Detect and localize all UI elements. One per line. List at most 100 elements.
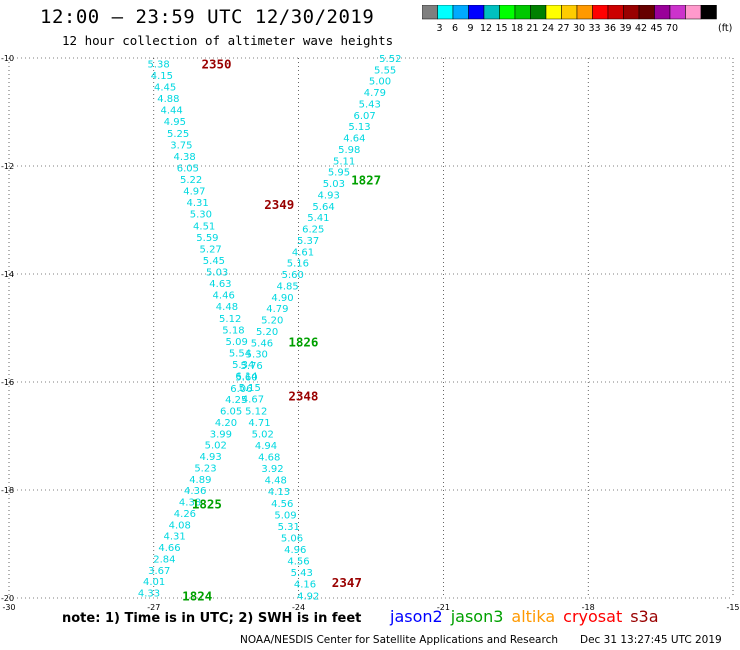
swh-value-s3a: 4.67	[242, 395, 264, 406]
swh-value-s3a: 5.54	[229, 348, 251, 359]
swh-value-s3a: 4.88	[157, 94, 179, 105]
swh-value-jason3: 4.08	[169, 520, 191, 531]
swh-value-jason3: 6.05	[220, 407, 242, 418]
swh-value-s3a: 5.03	[206, 268, 228, 279]
footer-credit: NOAA/NESDIS Center for Satellite Applica…	[240, 634, 558, 646]
colorbar-label: 6	[452, 23, 458, 34]
colorbar-label: 36	[604, 23, 616, 34]
x-tick-label: -27	[147, 603, 160, 612]
time-label: 1826	[288, 335, 318, 350]
time-label: 2347	[332, 575, 362, 590]
swh-value-jason3: 5.64	[312, 202, 334, 213]
legend-item-jason2: jason2	[390, 607, 443, 626]
swh-value-s3a: 5.06	[281, 533, 303, 544]
swh-value-s3a: 4.13	[268, 487, 290, 498]
swh-value-jason3: 5.41	[307, 213, 329, 224]
swh-value-jason3: 5.52	[379, 54, 401, 65]
swh-value-jason3: 5.23	[194, 463, 216, 474]
swh-value-jason3: 4.64	[343, 134, 365, 145]
x-tick-label: -15	[726, 603, 739, 612]
swh-value-s3a: 5.30	[190, 210, 212, 221]
swh-value-s3a: 5.25	[167, 129, 189, 140]
colorbar-label: 24	[542, 23, 554, 34]
chart-subtitle: 12 hour collection of altimeter wave hei…	[62, 33, 394, 48]
swh-value-jason3: 5.95	[328, 168, 350, 179]
y-tick-label: -10	[1, 54, 14, 63]
swh-value-jason3: 4.26	[174, 509, 196, 520]
time-label: 1825	[192, 497, 222, 512]
swh-value-jason3: 5.46	[251, 338, 273, 349]
swh-value-jason3: 5.55	[374, 65, 396, 76]
swh-value-s3a: 5.09	[274, 510, 296, 521]
swh-value-jason3: 4.93	[199, 452, 221, 463]
colorbar-label: 18	[511, 23, 523, 34]
swh-value-s3a: 3.75	[170, 140, 192, 151]
legend-item-altika: altika	[511, 607, 556, 626]
swh-value-s3a: 5.31	[278, 522, 300, 533]
colorbar-label: 45	[650, 23, 662, 34]
y-tick-label: -16	[1, 378, 14, 387]
swh-value-jason3: 6.25	[302, 225, 324, 236]
colorbar-label: 33	[588, 23, 600, 34]
chart-title: 12:00 – 23:59 UTC 12/30/2019	[40, 6, 375, 28]
time-label: 2349	[264, 197, 294, 212]
swh-value-s3a: 5.15	[239, 383, 261, 394]
colorbar-label: 12	[480, 23, 492, 34]
swh-value-s3a: 3.92	[261, 464, 283, 475]
swh-value-s3a: 4.44	[161, 106, 183, 117]
swh-value-s3a: 4.46	[213, 291, 235, 302]
colorbar-label: 3	[436, 23, 442, 34]
swh-value-jason3: 4.01	[143, 577, 165, 588]
colorbar-label: 21	[526, 23, 538, 34]
colorbar-label: 70	[666, 23, 678, 34]
colorbar-label: 30	[573, 23, 585, 34]
swh-value-jason3: 4.61	[292, 247, 314, 258]
swh-value-s3a: 5.45	[203, 256, 225, 267]
time-label: 1824	[182, 588, 212, 603]
swh-value-s3a: 4.16	[294, 580, 316, 591]
swh-value-s3a: 4.31	[187, 198, 209, 209]
swh-value-jason3: 5.02	[205, 441, 227, 452]
swh-value-s3a: 4.71	[248, 418, 270, 429]
swh-value-s3a: 4.68	[258, 453, 280, 464]
swh-value-s3a: 4.56	[271, 499, 293, 510]
x-tick-label: -30	[2, 603, 15, 612]
y-tick-label: -14	[1, 270, 14, 279]
swh-value-s3a: 4.96	[284, 545, 306, 556]
swh-value-jason3: 5.76	[241, 361, 263, 372]
time-label: 2348	[288, 389, 318, 404]
swh-value-jason3: 4.93	[318, 190, 340, 201]
swh-value-jason3: 5.60	[235, 372, 257, 383]
time-label: 1827	[351, 173, 381, 188]
swh-value-s3a: 5.27	[200, 244, 222, 255]
swh-value-jason3: 5.37	[297, 236, 319, 247]
y-tick-label: -18	[1, 486, 14, 495]
colorbar-label: 15	[495, 23, 507, 34]
swh-value-jason3: 3.99	[210, 429, 232, 440]
swh-value-s3a: 4.95	[164, 117, 186, 128]
swh-value-jason3: 4.89	[189, 475, 211, 486]
swh-value-s3a: 5.59	[196, 233, 218, 244]
footer-timestamp: Dec 31 13:27:45 UTC 2019	[580, 634, 722, 646]
x-tick-label: -21	[437, 603, 450, 612]
swh-value-jason3: 4.20	[215, 418, 237, 429]
swh-value-jason3: 4.38	[179, 498, 201, 509]
swh-value-s3a: 5.38	[147, 59, 169, 70]
swh-value-jason3: 5.43	[359, 99, 381, 110]
swh-value-jason3: 4.66	[158, 543, 180, 554]
swh-value-s3a: 4.15	[151, 71, 173, 82]
swh-value-jason3: 4.79	[364, 88, 386, 99]
swh-value-jason3: 5.60	[282, 270, 304, 281]
colorbar-label: 9	[467, 23, 473, 34]
swh-value-jason3: 5.20	[261, 316, 283, 327]
legend-item-s3a: s3a	[630, 607, 659, 626]
swh-value-s3a: 4.63	[209, 279, 231, 290]
y-tick-label: -12	[1, 162, 14, 171]
swh-value-jason3: 4.85	[276, 281, 298, 292]
swh-value-jason3: 5.20	[256, 327, 278, 338]
swh-value-jason3: 5.16	[287, 259, 309, 270]
swh-value-s3a: 4.48	[265, 476, 287, 487]
swh-value-s3a: 4.97	[183, 187, 205, 198]
swh-value-s3a: 4.92	[297, 591, 319, 602]
